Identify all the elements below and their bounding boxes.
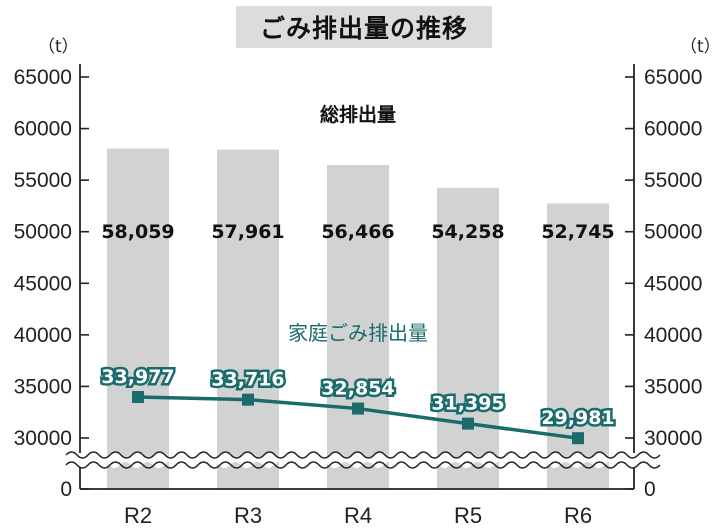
bar-value-label-r3: 57,961 <box>211 221 284 243</box>
y-tick-label-left-zero: 0 <box>60 478 72 501</box>
y-tick-label-right-45000: 45000 <box>644 272 702 295</box>
bar-value-label-r4: 56,466 <box>321 221 394 243</box>
y-tick-label-right-40000: 40000 <box>644 324 702 347</box>
y-tick-label-right-65000: 65000 <box>644 66 702 89</box>
line-value-label-r6: 29,981 <box>541 407 614 429</box>
y-tick-label-left-45000: 45000 <box>14 272 72 295</box>
x-tick-label-r5: R5 <box>454 503 482 528</box>
line-point-r6 <box>572 432 584 445</box>
line-value-label-r4: 32,854 <box>321 378 394 400</box>
y-tick-label-right-zero: 0 <box>644 478 656 501</box>
bar-series-label: 総排出量 <box>320 103 396 126</box>
y-tick-label-right-35000: 35000 <box>644 375 702 398</box>
unit-label-right: （t） <box>680 37 720 57</box>
bars-group <box>107 148 609 490</box>
y-tick-label-left-65000: 65000 <box>14 66 72 89</box>
x-tick-label-r3: R3 <box>234 503 262 528</box>
bar-value-label-r2: 58,059 <box>101 221 174 243</box>
line-series-label: 家庭ごみ排出量 <box>288 321 428 345</box>
axis-break-line-top <box>65 451 661 459</box>
line-series-group <box>132 390 584 445</box>
y-tick-label-right-60000: 60000 <box>644 118 702 141</box>
bar-r3 <box>217 149 279 489</box>
line-point-r2 <box>132 390 144 403</box>
y-tick-label-left-60000: 60000 <box>14 118 72 141</box>
y-tick-label-left-35000: 35000 <box>14 375 72 398</box>
line-value-label-r5: 31,395 <box>431 393 504 415</box>
y-tick-label-left-55000: 55000 <box>14 169 72 192</box>
y-tick-label-left-40000: 40000 <box>14 324 72 347</box>
y-tick-label-right-30000: 30000 <box>644 427 702 450</box>
bar-r4 <box>327 165 389 490</box>
x-tick-label-r4: R4 <box>344 503 372 528</box>
bar-r5 <box>437 187 499 489</box>
x-tick-label-r6: R6 <box>564 503 592 528</box>
bar-value-label-r6: 52,745 <box>541 221 614 243</box>
line-point-r4 <box>352 402 364 415</box>
bar-value-label-r5: 54,258 <box>431 221 504 243</box>
unit-label-left: （t） <box>38 37 79 57</box>
bar-r6 <box>547 203 609 490</box>
line-value-label-r2: 33,977 <box>101 366 174 388</box>
y-tick-label-left-30000: 30000 <box>14 427 72 450</box>
y-tick-label-right-55000: 55000 <box>644 169 702 192</box>
line-point-r5 <box>462 417 474 430</box>
x-tick-label-r2: R2 <box>124 503 152 528</box>
bar-r2 <box>107 148 169 489</box>
axes-group <box>54 64 661 490</box>
axis-break-line-bottom <box>65 461 661 469</box>
labels-group: 30000 30000 35000 35000 40000 40000 45000 45000… <box>14 37 720 528</box>
chart-title: ごみ排出量の推移 <box>259 14 468 43</box>
line-point-r3 <box>242 393 254 406</box>
line-value-label-r3: 33,716 <box>211 369 284 391</box>
chart-title-box: ごみ排出量の推移 <box>236 6 492 48</box>
axis-break-fill <box>54 452 660 468</box>
y-tick-label-right-50000: 50000 <box>644 221 702 244</box>
y-tick-label-left-50000: 50000 <box>14 221 72 244</box>
